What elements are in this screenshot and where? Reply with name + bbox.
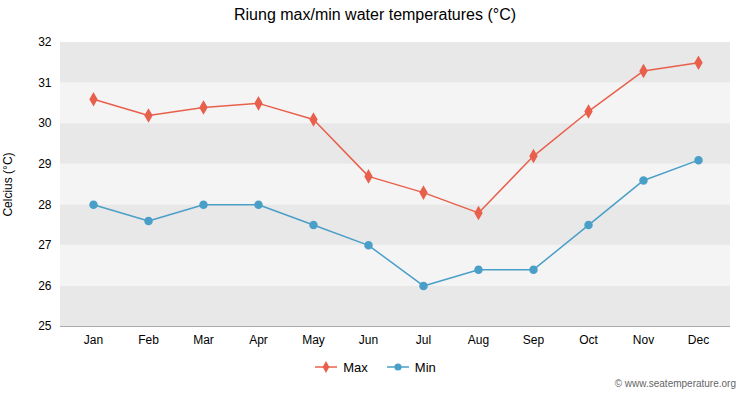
svg-text:27: 27 xyxy=(38,238,52,252)
svg-text:25: 25 xyxy=(38,319,52,333)
svg-text:26: 26 xyxy=(38,279,52,293)
svg-text:Nov: Nov xyxy=(633,333,654,347)
svg-text:28: 28 xyxy=(38,198,52,212)
html-text:Max: Max xyxy=(343,359,368,375)
html-text:© www.seatemperature.org: © www.seatemperature.org xyxy=(614,378,736,389)
svg-text:32: 32 xyxy=(38,35,52,49)
svg-text:May: May xyxy=(302,333,325,347)
html-text:Riung max/min water temperatur: Riung max/min water temperatures (°C) xyxy=(234,6,516,23)
svg-text:Celcius (°C): Celcius (°C) xyxy=(1,152,15,216)
svg-text:Feb: Feb xyxy=(138,333,159,347)
svg-text:Mar: Mar xyxy=(193,333,214,347)
svg-text:Apr: Apr xyxy=(249,333,268,347)
svg-text:Aug: Aug xyxy=(468,333,489,347)
svg-text:Jul: Jul xyxy=(416,333,431,347)
svg-text:Oct: Oct xyxy=(579,333,598,347)
html-text:Min: Min xyxy=(414,359,436,375)
svg-text:29: 29 xyxy=(38,157,52,171)
svg-text:Jan: Jan xyxy=(84,333,103,347)
svg-text:31: 31 xyxy=(38,76,52,90)
svg-text:Sep: Sep xyxy=(523,333,545,347)
svg-text:30: 30 xyxy=(38,116,52,130)
svg-text:Dec: Dec xyxy=(688,333,709,347)
svg-text:Jun: Jun xyxy=(359,333,378,347)
